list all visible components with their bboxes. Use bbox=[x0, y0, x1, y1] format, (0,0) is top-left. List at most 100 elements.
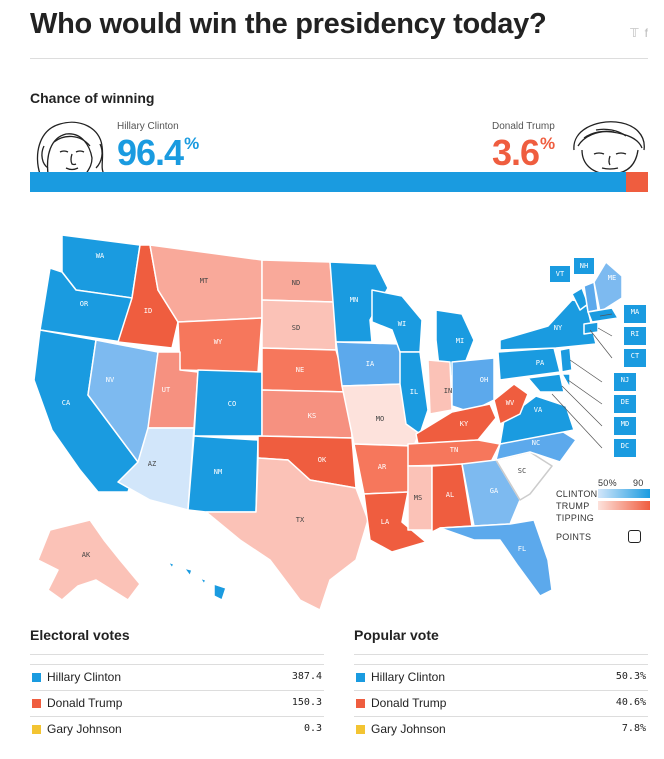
state-label-ri: RI bbox=[631, 330, 639, 338]
state-label-id: ID bbox=[144, 307, 152, 315]
tipping-points-checkbox[interactable] bbox=[628, 530, 641, 543]
chance-heading: Chance of winning bbox=[30, 90, 155, 106]
state-label-tx: TX bbox=[296, 516, 305, 524]
trump-chance-fill bbox=[625, 172, 648, 192]
candidate-value: 50.3% bbox=[615, 671, 646, 682]
candidate-name: Donald Trump bbox=[47, 696, 123, 710]
legend-tipping: TIPPING bbox=[556, 513, 595, 523]
state-label-me: ME bbox=[608, 274, 616, 282]
table-row: Donald Trump 40.6% bbox=[354, 690, 648, 717]
table-row: Donald Trump 150.3 bbox=[30, 690, 324, 717]
state-label-ky: KY bbox=[460, 420, 469, 428]
color-swatch bbox=[32, 725, 41, 734]
page-title: Who would win the presidency today? bbox=[30, 8, 547, 40]
color-swatch bbox=[356, 673, 365, 682]
state-label-wy: WY bbox=[214, 338, 223, 346]
state-ne bbox=[261, 347, 349, 393]
facebook-icon[interactable]: f bbox=[644, 26, 648, 40]
state-md bbox=[527, 373, 565, 393]
twitter-icon[interactable]: 𝕋 bbox=[630, 26, 639, 40]
us-state-map: WA OR CA ID NV MT WY UT AZ CO NM ND SD NE KS OK TX MN IA MO… bbox=[33, 234, 646, 611]
state-wv bbox=[493, 383, 529, 425]
state-label-wi: WI bbox=[398, 320, 406, 328]
trump-name: Donald Trump bbox=[492, 121, 555, 132]
color-swatch bbox=[356, 725, 365, 734]
state-in bbox=[427, 359, 453, 415]
legend-tick-90: 90 bbox=[633, 478, 644, 488]
state-nj bbox=[559, 347, 573, 373]
state-label-ny: NY bbox=[554, 324, 563, 332]
candidate-value: 0.3 bbox=[303, 723, 322, 734]
state-label-nm: NM bbox=[214, 468, 222, 476]
state-hi bbox=[167, 561, 227, 601]
state-label-sd: SD bbox=[292, 324, 300, 332]
state-tx bbox=[205, 457, 369, 611]
state-label-de: DE bbox=[621, 398, 629, 406]
state-label-pa: PA bbox=[536, 359, 545, 367]
legend-trump-scale bbox=[598, 501, 650, 510]
state-label-hi: HI bbox=[194, 578, 202, 586]
state-label-ak: AK bbox=[82, 551, 91, 559]
state-label-va: VA bbox=[534, 406, 543, 414]
state-label-ut: UT bbox=[162, 386, 171, 394]
state-va bbox=[499, 395, 575, 445]
candidate-value: 150.3 bbox=[291, 697, 322, 708]
candidate-name: Hillary Clinton bbox=[371, 670, 446, 684]
trump-chance: 3.6% bbox=[492, 132, 555, 173]
state-label-ms: MS bbox=[414, 494, 422, 502]
color-swatch bbox=[32, 699, 41, 708]
table-row: Hillary Clinton 50.3% bbox=[354, 664, 648, 691]
state-label-mi: MI bbox=[456, 337, 464, 345]
state-label-fl: FL bbox=[518, 545, 526, 553]
state-label-ar: AR bbox=[378, 463, 387, 471]
color-swatch bbox=[32, 673, 41, 682]
state-label-mt: MT bbox=[200, 277, 209, 285]
state-ct bbox=[583, 321, 599, 335]
state-ma bbox=[587, 307, 619, 323]
state-label-wv: WV bbox=[506, 399, 515, 407]
state-label-az: AZ bbox=[148, 460, 156, 468]
state-label-tn: TN bbox=[450, 446, 458, 454]
state-label-sc: SC bbox=[518, 467, 526, 475]
state-tn bbox=[407, 439, 501, 467]
state-label-mo: MO bbox=[376, 415, 384, 423]
state-label-ks: KS bbox=[308, 412, 316, 420]
candidate-name: Gary Johnson bbox=[47, 722, 122, 736]
legend-clinton: CLINTON bbox=[556, 489, 598, 499]
table-row: Hillary Clinton 387.4 bbox=[30, 664, 324, 691]
state-label-nj: NJ bbox=[621, 376, 629, 384]
clinton-name: Hillary Clinton bbox=[117, 121, 179, 132]
legend-trump: TRUMP bbox=[556, 501, 590, 511]
state-label-nd: ND bbox=[292, 279, 300, 287]
state-label-oh: OH bbox=[480, 376, 488, 384]
state-label-ia: IA bbox=[366, 360, 375, 368]
state-label-al: AL bbox=[446, 491, 454, 499]
table-row: Gary Johnson 0.3 bbox=[30, 716, 324, 743]
state-ak bbox=[37, 519, 141, 601]
legend-tick-50: 50% bbox=[598, 478, 617, 488]
popular-vote-heading: Popular vote bbox=[354, 627, 439, 643]
state-label-vt: VT bbox=[556, 270, 565, 278]
candidate-value: 40.6% bbox=[615, 697, 646, 708]
state-me bbox=[593, 261, 623, 313]
state-label-dc: DC bbox=[621, 442, 629, 450]
color-swatch bbox=[356, 699, 365, 708]
state-label-il: IL bbox=[410, 388, 418, 396]
clinton-portrait-icon bbox=[36, 121, 105, 175]
state-label-ok: OK bbox=[318, 456, 327, 464]
state-label-wa: WA bbox=[96, 252, 105, 260]
state-label-mn: MN bbox=[350, 296, 358, 304]
state-nm bbox=[187, 435, 259, 513]
legend-clinton-scale bbox=[598, 489, 650, 498]
clinton-chance: 96.4% bbox=[117, 132, 199, 173]
electoral-votes-heading: Electoral votes bbox=[30, 627, 130, 643]
candidate-name: Gary Johnson bbox=[371, 722, 446, 736]
legend-points: POINTS bbox=[556, 532, 592, 542]
divider bbox=[354, 654, 648, 655]
state-label-nc: NC bbox=[532, 439, 540, 447]
candidate-value: 387.4 bbox=[291, 671, 322, 682]
state-label-ne: NE bbox=[296, 366, 304, 374]
clinton-chance-fill bbox=[30, 172, 626, 192]
state-label-md: MD bbox=[621, 420, 629, 428]
